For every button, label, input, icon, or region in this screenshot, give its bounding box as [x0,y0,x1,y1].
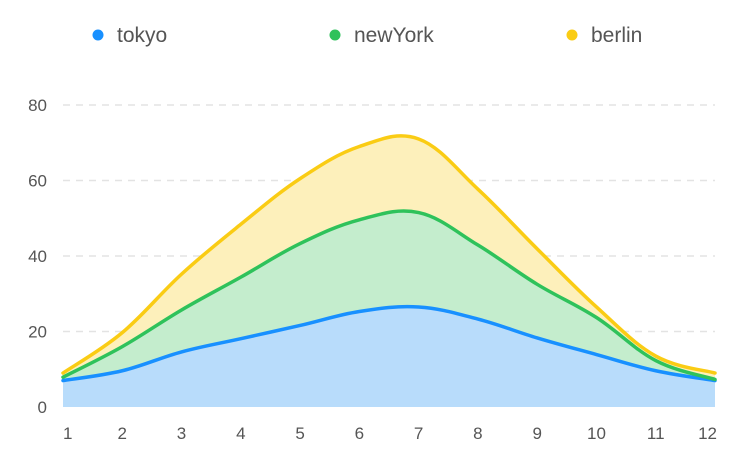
y-tick-label: 40 [28,247,47,266]
x-tick-label: 11 [647,424,665,443]
x-tick-label: 3 [177,424,186,443]
x-tick-label: 7 [414,424,423,443]
legend-label: tokyo [117,24,167,47]
line-tokyo [61,304,717,383]
x-tick-label: 5 [295,424,304,443]
legend-item-newYork[interactable]: newYork [329,24,435,47]
x-tick-label: 10 [587,424,606,443]
legend-item-tokyo[interactable]: tokyo [92,24,168,47]
x-axis: 1 2 3 4 5 6 7 8 9 10 11 12 [63,424,717,443]
line-berlin [61,134,717,375]
y-tick-label: 80 [28,96,47,115]
area-tokyo [63,306,715,407]
legend-marker [92,29,104,41]
y-tick-label: 0 [38,398,47,417]
x-tick-label: 2 [118,424,127,443]
x-tick-label: 4 [236,424,245,443]
y-axis: 0 20 40 60 80 [28,96,47,417]
legend-item-berlin[interactable]: berlin [566,24,643,47]
line-newYork [61,209,717,382]
legend: tokyo newYork berlin [92,24,643,47]
series-lines [61,134,717,383]
area-fills [63,135,715,407]
legend-marker [566,29,578,41]
x-tick-label: 12 [698,424,717,443]
x-tick-label: 1 [63,424,72,443]
y-tick-label: 20 [28,323,47,342]
x-tick-label: 9 [532,424,541,443]
legend-label: berlin [591,24,642,47]
y-tick-label: 60 [28,172,47,191]
x-tick-label: 6 [355,424,364,443]
legend-marker [329,29,341,41]
legend-label: newYork [354,24,434,47]
x-tick-label: 8 [473,424,482,443]
